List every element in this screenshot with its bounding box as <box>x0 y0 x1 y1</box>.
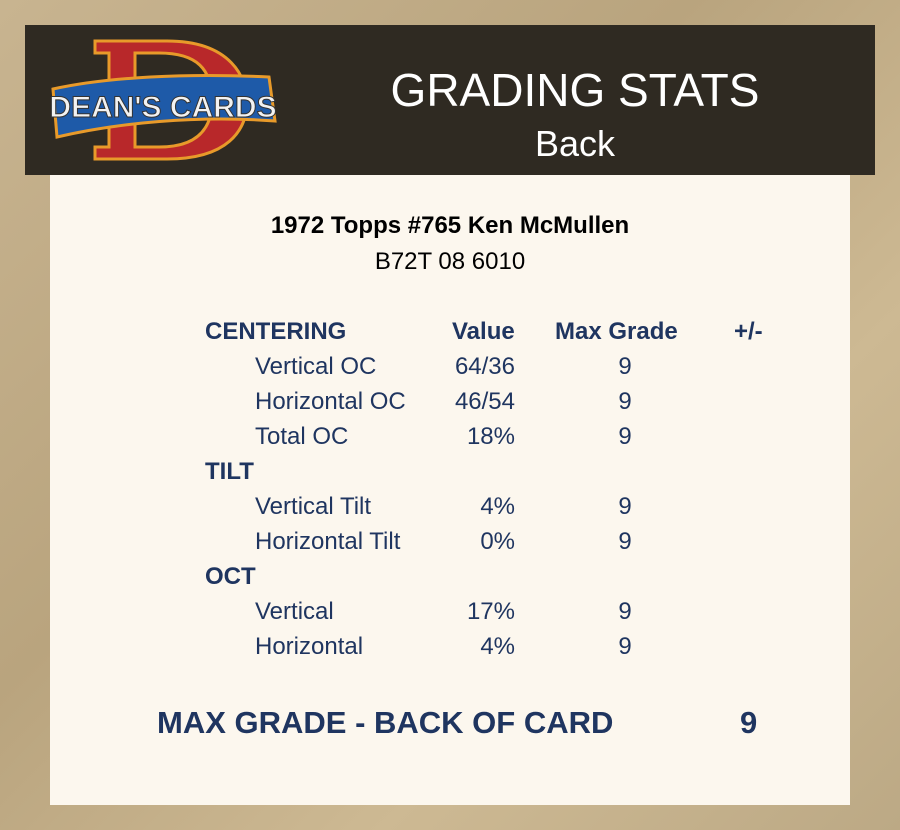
summary-label: MAX GRADE - BACK OF CARD <box>157 705 614 740</box>
row-max-grade: 9 <box>618 353 632 380</box>
row-label: Horizontal Tilt <box>255 528 401 555</box>
card-code: B72T 08 6010 <box>374 248 526 275</box>
column-header-max-grade: Max Grade <box>555 318 678 345</box>
row-max-grade: 9 <box>618 423 632 450</box>
table-row: Vertical 17% 9 <box>50 598 850 628</box>
section-label: OCT <box>205 563 256 590</box>
row-value: 64/36 <box>454 353 515 380</box>
table-row: Vertical OC 64/36 9 <box>50 353 850 383</box>
row-label: Total OC <box>255 423 349 450</box>
page-title: GRADING STATS <box>390 64 760 116</box>
row-value: 0% <box>480 528 515 555</box>
section-header: CENTERING Value Max Grade +/- <box>50 318 850 348</box>
row-max-grade: 9 <box>618 493 632 520</box>
page-subtitle: Back <box>534 123 616 164</box>
table-row: Horizontal OC 46/54 9 <box>50 388 850 418</box>
section-header: OCT <box>50 563 850 593</box>
table-row: Horizontal 4% 9 <box>50 633 850 663</box>
card-name: 1972 Topps #765 Ken McMullen <box>270 212 630 239</box>
row-value: 18% <box>466 423 515 450</box>
row-max-grade: 9 <box>618 388 632 415</box>
row-label: Vertical <box>255 598 334 625</box>
column-header-value: Value <box>452 318 515 345</box>
row-value: 46/54 <box>454 388 515 415</box>
table-row: Horizontal Tilt 0% 9 <box>50 528 850 558</box>
row-value: 4% <box>480 493 515 520</box>
row-value: 4% <box>480 633 515 660</box>
row-max-grade: 9 <box>618 528 632 555</box>
row-value: 17% <box>466 598 515 625</box>
deans-cards-logo: DEAN'S CARDS <box>49 39 277 161</box>
table-row: Total OC 18% 9 <box>50 423 850 453</box>
grading-panel: 1972 Topps #765 Ken McMullen B72T 08 601… <box>50 175 850 805</box>
svg-text:DEAN'S CARDS: DEAN'S CARDS <box>49 91 276 124</box>
header-banner: DEAN'S CARDS GRADING STATS Back <box>25 25 875 175</box>
row-label: Horizontal <box>255 633 364 660</box>
section-label: CENTERING <box>205 318 347 345</box>
summary-value: 9 <box>740 705 758 740</box>
row-max-grade: 9 <box>618 598 632 625</box>
row-label: Vertical OC <box>255 353 377 380</box>
table-row: Vertical Tilt 4% 9 <box>50 493 850 523</box>
row-label: Vertical Tilt <box>255 493 372 520</box>
column-header-plus-minus: +/- <box>734 318 763 345</box>
row-max-grade: 9 <box>618 633 632 660</box>
section-header: TILT <box>50 458 850 488</box>
section-label: TILT <box>205 458 254 485</box>
row-label: Horizontal OC <box>255 388 406 415</box>
